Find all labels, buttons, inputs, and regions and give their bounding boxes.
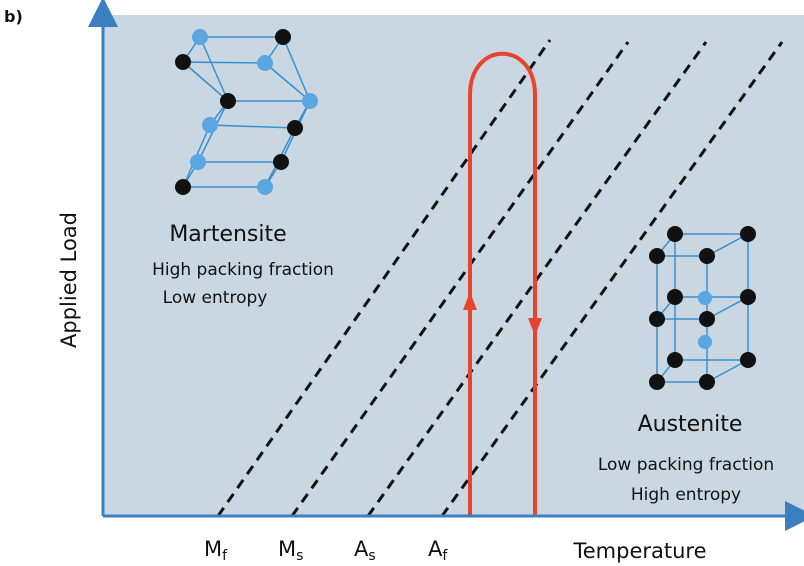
marker-symbol: A: [428, 537, 443, 561]
temperature-marker: Mf: [204, 537, 228, 564]
austenite-title: Austenite: [638, 412, 743, 437]
x-axis-label: Temperature: [572, 539, 706, 563]
martensite-line: Low entropy: [163, 288, 268, 308]
diagram: b) Applied Load Temperature Martensite H…: [0, 0, 804, 566]
temperature-marker: Ms: [278, 537, 303, 564]
panel-label: b): [4, 7, 23, 26]
marker-subscript: s: [296, 548, 303, 564]
y-axis-label: Applied Load: [57, 212, 81, 348]
temperature-marker: As: [354, 537, 376, 564]
marker-subscript: f: [222, 548, 228, 564]
marker-symbol: A: [354, 537, 369, 561]
austenite-line: Low packing fraction: [598, 455, 774, 475]
austenite-line: High entropy: [631, 485, 741, 505]
marker-subscript: f: [442, 548, 448, 564]
marker-subscript: s: [368, 548, 375, 564]
martensite-line: High packing fraction: [152, 260, 334, 280]
martensite-title: Martensite: [169, 222, 286, 247]
temperature-marker: Af: [428, 537, 448, 564]
marker-symbol: M: [204, 537, 222, 561]
marker-symbol: M: [278, 537, 296, 561]
